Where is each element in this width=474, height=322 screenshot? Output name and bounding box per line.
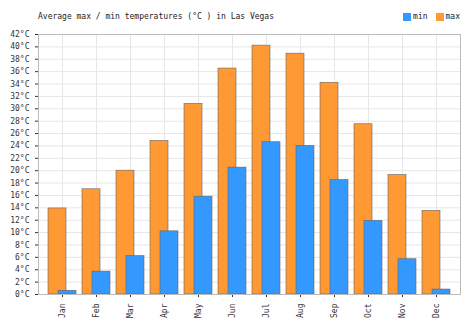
svg-text:Jul: Jul [262, 303, 271, 318]
svg-text:32°C: 32°C [10, 92, 29, 101]
svg-text:May: May [194, 303, 203, 318]
svg-text:36°C: 36°C [10, 67, 29, 76]
svg-text:8°C: 8°C [15, 241, 30, 250]
svg-text:42°C: 42°C [10, 30, 29, 39]
svg-text:30°C: 30°C [10, 104, 29, 113]
svg-text:Sep: Sep [330, 303, 339, 318]
svg-text:Apr: Apr [160, 303, 169, 318]
svg-text:Aug: Aug [296, 303, 305, 318]
svg-text:20°C: 20°C [10, 166, 29, 175]
html-text:min: min [413, 12, 428, 21]
svg-text:12°C: 12°C [10, 216, 29, 225]
svg-text:4°C: 4°C [15, 265, 30, 274]
html-text:max: max [445, 12, 460, 21]
svg-text:Nov: Nov [398, 303, 407, 318]
svg-text:22°C: 22°C [10, 154, 29, 163]
svg-text:18°C: 18°C [10, 179, 29, 188]
svg-text:Jun: Jun [228, 303, 237, 318]
svg-text:26°C: 26°C [10, 129, 29, 138]
svg-text:38°C: 38°C [10, 55, 29, 64]
svg-text:16°C: 16°C [10, 191, 29, 200]
svg-text:28°C: 28°C [10, 117, 29, 126]
svg-text:14°C: 14°C [10, 203, 29, 212]
svg-text:Jan: Jan [58, 303, 67, 318]
svg-text:Mar: Mar [126, 303, 135, 318]
svg-text:Feb: Feb [92, 303, 101, 318]
svg-text:6°C: 6°C [15, 253, 30, 262]
svg-text:34°C: 34°C [10, 80, 29, 89]
svg-text:10°C: 10°C [10, 228, 29, 237]
svg-text:Oct: Oct [364, 303, 373, 318]
svg-text:2°C: 2°C [15, 278, 30, 287]
html-text:Average max / min temperatures: Average max / min temperatures (°C ) in … [38, 12, 274, 21]
svg-text:40°C: 40°C [10, 42, 29, 51]
svg-text:24°C: 24°C [10, 141, 29, 150]
svg-text:0°C: 0°C [15, 290, 30, 299]
svg-text:Dec: Dec [432, 303, 441, 318]
